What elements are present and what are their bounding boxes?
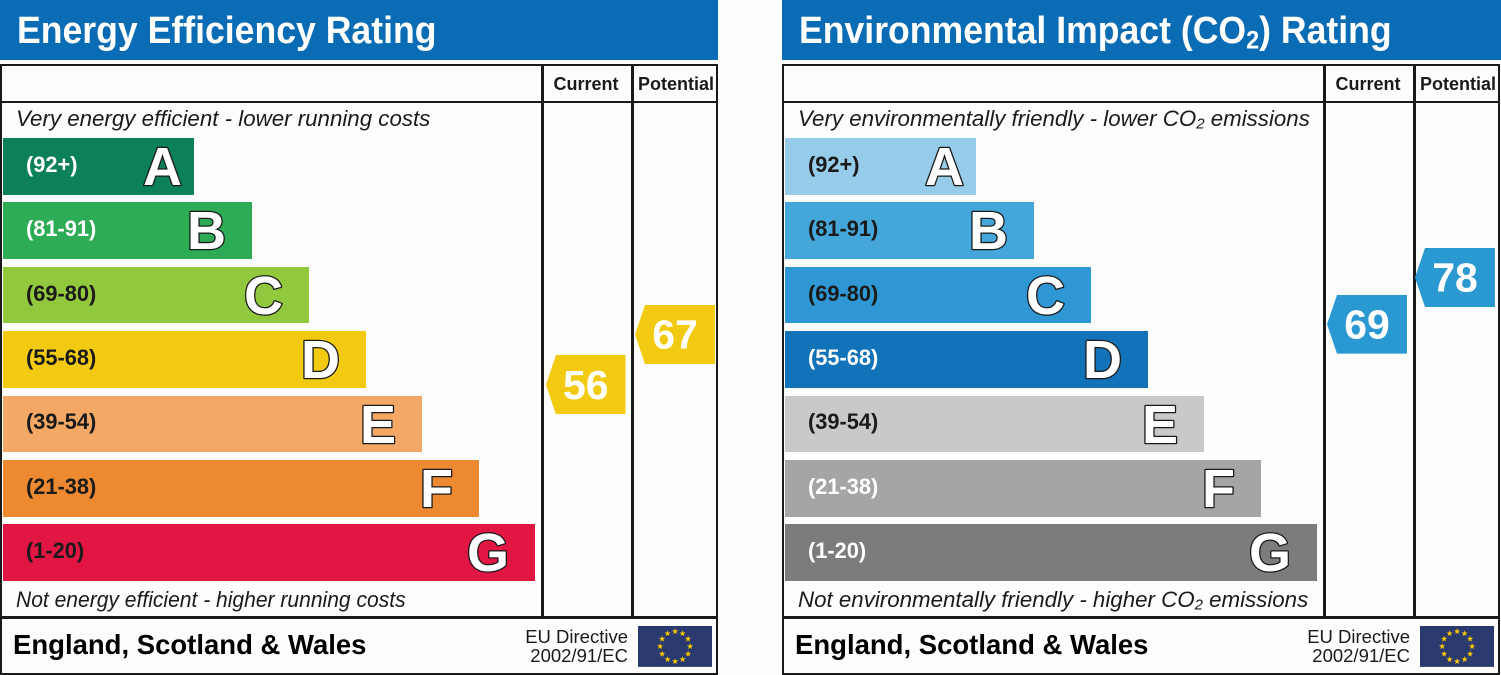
svg-text:C: C	[1026, 267, 1065, 324]
svg-text:D: D	[301, 331, 340, 388]
svg-text:E: E	[1141, 396, 1177, 453]
svg-text:C: C	[244, 267, 283, 324]
svg-text:69: 69	[1344, 302, 1390, 348]
svg-text:A: A	[143, 138, 182, 195]
svg-text:B: B	[969, 202, 1008, 259]
svg-text:A: A	[925, 138, 964, 195]
svg-text:56: 56	[563, 361, 609, 407]
svg-text:E: E	[359, 396, 395, 453]
svg-text:B: B	[187, 202, 226, 259]
svg-text:F: F	[420, 460, 453, 517]
svg-text:F: F	[1202, 460, 1235, 517]
svg-text:67: 67	[652, 312, 698, 358]
svg-text:G: G	[1248, 524, 1290, 581]
svg-text:78: 78	[1432, 255, 1478, 301]
svg-text:D: D	[1083, 331, 1122, 388]
svg-text:G: G	[466, 524, 508, 581]
